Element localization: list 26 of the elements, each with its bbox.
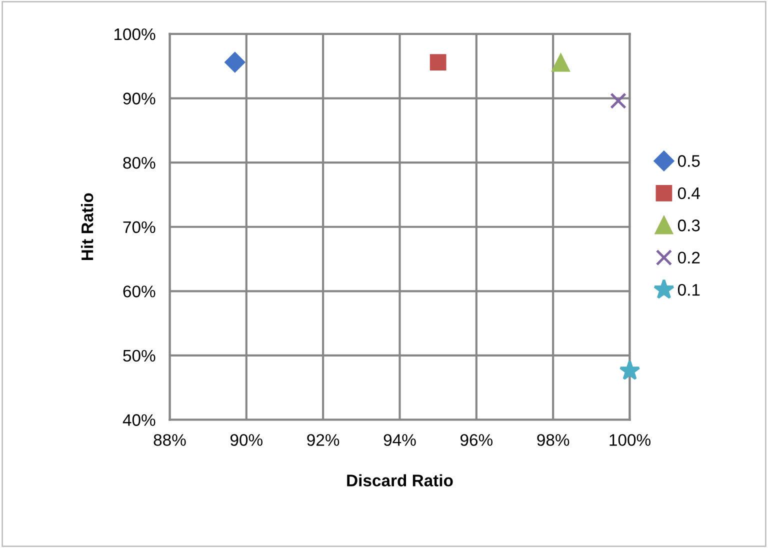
y-tick-label: 100% bbox=[114, 28, 156, 40]
point bbox=[552, 54, 570, 72]
legend-label: 0.3 bbox=[678, 220, 700, 232]
y-tick-label: 70% bbox=[123, 221, 156, 234]
y-tick-label: 90% bbox=[123, 92, 156, 104]
point bbox=[224, 52, 245, 72]
point bbox=[619, 360, 640, 380]
x-axis-title: Discard Ratio bbox=[347, 474, 453, 486]
x-tick-label: 96% bbox=[460, 434, 493, 446]
x-tick-label: 100% bbox=[610, 434, 650, 446]
y-axis-title: Hit Ratio bbox=[81, 193, 94, 260]
y-tick-label: 50% bbox=[123, 350, 156, 362]
point bbox=[430, 54, 446, 70]
legend-label: 0.2 bbox=[678, 252, 700, 264]
y-tick-label: 60% bbox=[123, 286, 156, 298]
x-tick-label: 94% bbox=[384, 434, 416, 446]
point bbox=[610, 92, 626, 110]
x-tick-label: 90% bbox=[230, 434, 262, 446]
x-tick-label: 88% bbox=[154, 434, 186, 446]
x-tick-label: 98% bbox=[537, 434, 570, 446]
legend-label: 0.4 bbox=[678, 187, 700, 200]
y-tick-label: 40% bbox=[122, 414, 156, 426]
x-tick-label: 92% bbox=[307, 434, 340, 446]
legend-label: 0.1 bbox=[678, 284, 700, 296]
y-tick-label: 80% bbox=[123, 156, 156, 169]
legend-label: 0.5 bbox=[678, 155, 700, 167]
